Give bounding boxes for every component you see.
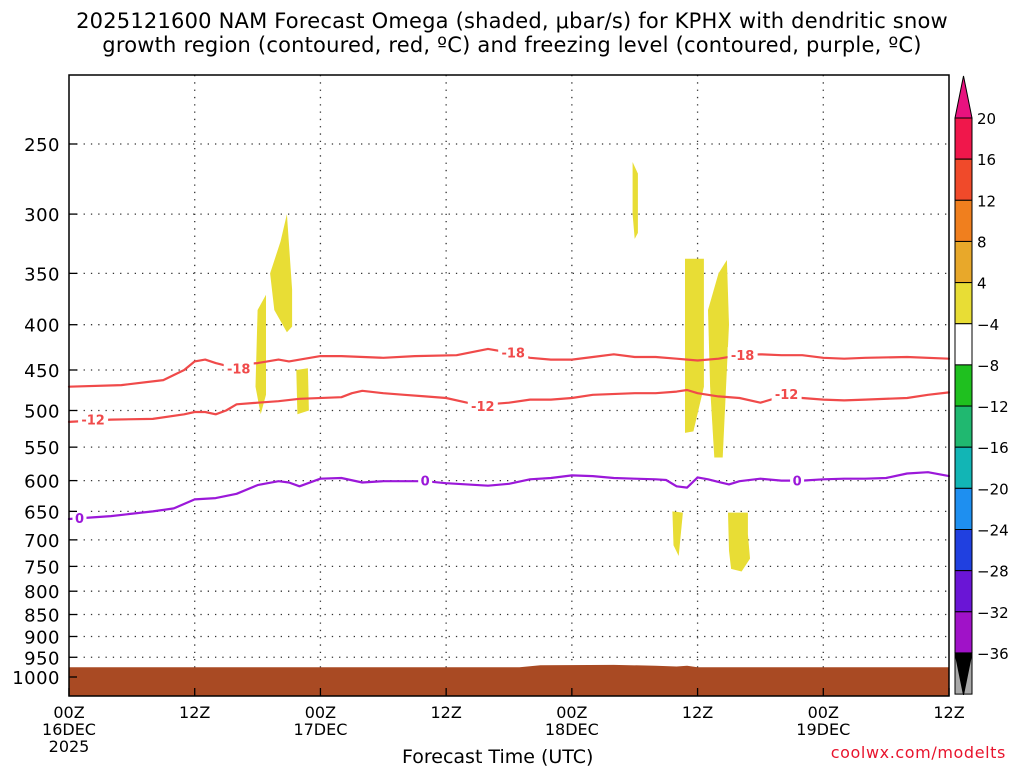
- contour-label: -18: [731, 349, 755, 364]
- y-tick-label: 800: [24, 582, 60, 603]
- grid: [69, 75, 949, 696]
- y-tick-label: 500: [24, 402, 60, 423]
- x-axis-title: Forecast Time (UTC): [402, 746, 594, 768]
- contour-label: 0: [793, 475, 802, 490]
- contour-lines: [67, 347, 951, 521]
- plot-frame: [68, 74, 950, 697]
- title-line-2: growth region (contoured, red, ºC) and f…: [102, 33, 922, 57]
- y-tick-label: 400: [24, 316, 60, 337]
- colorbar-max-arrow: [954, 75, 973, 119]
- x-tick-label: 00Z: [305, 703, 336, 722]
- colorbar-segment: [954, 611, 973, 654]
- omega-shade-region: [296, 368, 309, 415]
- colorbar-segment: [954, 323, 973, 366]
- colorbar-min-arrow: [954, 652, 973, 696]
- colorbar-segment: [954, 405, 973, 448]
- contour-label: -18: [227, 362, 251, 377]
- contour-label: -12: [775, 388, 799, 403]
- colorbar-label: −36: [977, 645, 1009, 663]
- contour-label: 0: [421, 475, 430, 490]
- contour-label-bg: [498, 344, 529, 361]
- omega-shade-region: [632, 162, 638, 239]
- y-tick-label: 600: [24, 472, 60, 493]
- y-tick-label: 700: [24, 531, 60, 552]
- x-tick-label: 12Z: [682, 703, 713, 722]
- y-tick-label: 950: [24, 648, 60, 669]
- colorbar-segment: [954, 364, 973, 407]
- colorbar-segment: [954, 282, 973, 325]
- contour-label-bg: [418, 472, 433, 489]
- contour-label: -18: [501, 347, 525, 362]
- x-tick-date: 17DEC: [293, 720, 347, 739]
- y-tick-label: 1000: [12, 668, 60, 689]
- colorbar: 20 16 12 8 4 −4 −8 −12 −16 −20 −24 −28 −32 −36: [954, 75, 1009, 696]
- colorbar-label: −8: [977, 357, 999, 375]
- colorbar-segment: [954, 529, 973, 572]
- colorbar-label: −16: [977, 439, 1009, 457]
- x-tick-label: 12Z: [179, 703, 210, 722]
- contour-label: -12: [471, 400, 495, 415]
- omega-shade-region: [672, 511, 683, 556]
- colorbar-segment: [954, 117, 973, 160]
- ground-surface: [69, 664, 949, 696]
- x-tick-label: 00Z: [556, 703, 587, 722]
- colorbar-segment: [954, 446, 973, 489]
- contour-labels: -18 -18 -18 -12 -12 -12 0 0 0: [72, 344, 805, 527]
- omega-shade-region: [255, 294, 266, 415]
- omega-shade-region: [270, 214, 293, 333]
- x-tick-date: 19DEC: [796, 720, 850, 739]
- y-tick-label: 750: [24, 557, 60, 578]
- colorbar-label: −20: [977, 480, 1009, 498]
- y-tick-label: 900: [24, 627, 60, 648]
- colorbar-label: 4: [977, 275, 987, 293]
- x-tick-label: 12Z: [933, 703, 964, 722]
- colorbar-segment: [954, 199, 973, 242]
- contour-label-bg: [78, 411, 109, 428]
- contour-line: [67, 388, 951, 423]
- y-tick-label: 250: [24, 135, 60, 156]
- y-axis: 2503003504004505005506006507007508008509…: [12, 135, 77, 689]
- colorbar-segment: [954, 570, 973, 613]
- colorbar-label: 20: [977, 110, 996, 128]
- contour-label-bg: [727, 347, 758, 364]
- colorbar-label: −4: [977, 316, 999, 334]
- contour-label-bg: [223, 360, 254, 377]
- y-tick-label: 650: [24, 502, 60, 523]
- y-tick-label: 550: [24, 438, 60, 459]
- y-tick-label: 850: [24, 606, 60, 627]
- ground-fill: [69, 664, 949, 696]
- contour-label: 0: [75, 512, 84, 527]
- contour-label: -12: [81, 414, 105, 429]
- colorbar-label: −24: [977, 522, 1009, 540]
- credit-link[interactable]: coolwx.com/modelts: [830, 743, 1006, 762]
- contour-label-bg: [771, 386, 802, 403]
- x-tick-year: 2025: [49, 737, 90, 756]
- x-tick-date: 16DEC: [42, 720, 96, 739]
- y-tick-label: 300: [24, 205, 60, 226]
- colorbar-label: −32: [977, 604, 1009, 622]
- colorbar-segment: [954, 240, 973, 284]
- x-tick-label: 00Z: [53, 703, 84, 722]
- colorbar-label: 8: [977, 233, 987, 251]
- omega-shading: [255, 162, 750, 572]
- x-tick-label: 00Z: [808, 703, 839, 722]
- y-tick-label: 450: [24, 361, 60, 382]
- colorbar-label: 16: [977, 151, 996, 169]
- x-tick-date: 18DEC: [545, 720, 599, 739]
- omega-shade-region: [728, 512, 750, 572]
- colorbar-label: −28: [977, 563, 1009, 581]
- colorbar-label: −12: [977, 398, 1009, 416]
- colorbar-segment: [954, 487, 973, 531]
- contour-label-bg: [790, 472, 805, 489]
- colorbar-segment: [954, 158, 973, 201]
- y-tick-label: 350: [24, 264, 60, 285]
- x-tick-label: 12Z: [430, 703, 461, 722]
- contour-label-bg: [467, 397, 498, 414]
- contour-label-bg: [72, 509, 87, 526]
- colorbar-label: 12: [977, 192, 996, 210]
- title-line-1: 2025121600 NAM Forecast Omega (shaded, μ…: [76, 9, 948, 33]
- omega-shade-region: [685, 258, 704, 433]
